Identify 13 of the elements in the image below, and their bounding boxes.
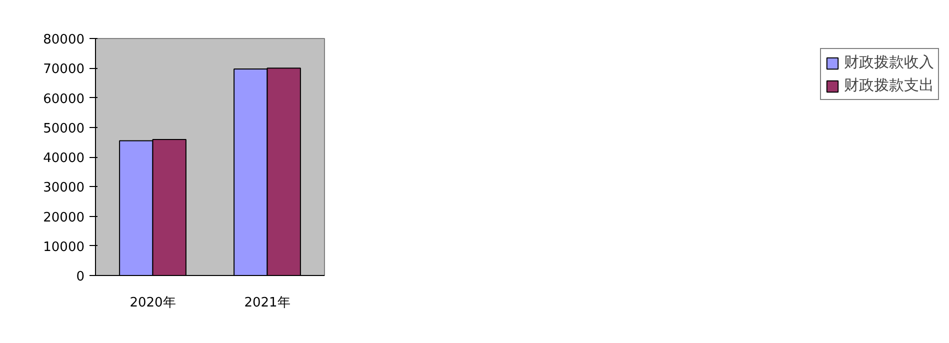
x-tick-label: 2021年 (244, 296, 290, 310)
y-tick-label: 20000 (43, 210, 85, 226)
y-tick-label: 0 (76, 270, 85, 284)
y-tick-label: 30000 (43, 180, 85, 196)
legend-label: 财政拨款支出 (844, 76, 934, 95)
x-tick-label: 2020年 (130, 296, 176, 310)
y-tick-label: 40000 (43, 151, 85, 166)
y-tick-label: 50000 (43, 121, 85, 136)
legend-label: 财政拨款收入 (844, 53, 934, 72)
y-tick-label: 70000 (43, 62, 85, 78)
y-tick-label: 60000 (43, 92, 85, 107)
y-tick-label: 80000 (43, 32, 85, 48)
y-tick-label: 10000 (43, 240, 85, 255)
